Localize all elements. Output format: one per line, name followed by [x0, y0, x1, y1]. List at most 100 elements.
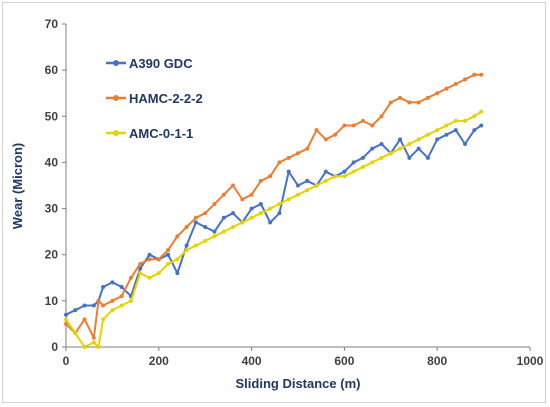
series-2-point-39 — [416, 137, 421, 142]
plot-area: 0 200 400 600 800 1000 0 10 20 30 40 50 60 70 A390 GDC… — [45, 17, 544, 368]
series-2-point-20 — [240, 220, 245, 225]
series-2-point-5 — [101, 317, 106, 322]
y-tick-label-7: 70 — [45, 17, 59, 31]
series-2-point-17 — [212, 234, 217, 239]
series-0-point-9 — [138, 266, 143, 271]
series-2-point-36 — [388, 151, 393, 156]
legend-label-0: A390 GDC — [129, 56, 193, 71]
series-1-point-44 — [463, 77, 468, 82]
series-1-point-3 — [91, 335, 96, 340]
series-1-point-15 — [193, 215, 198, 220]
series-1-point-0 — [64, 321, 68, 326]
series-0-point-26 — [296, 183, 300, 188]
series-0-point-45 — [472, 128, 477, 133]
series-2-point-35 — [379, 155, 384, 160]
series-2-point-27 — [305, 188, 310, 193]
series-0-point-13 — [175, 271, 180, 276]
series-2-point-32 — [351, 169, 356, 174]
series-1-point-8 — [128, 275, 133, 280]
x-tick-label-0: 0 — [63, 354, 70, 368]
series-1-point-17 — [212, 201, 217, 206]
series-0-point-25 — [286, 169, 291, 174]
series-0-point-33 — [360, 155, 365, 160]
series-1-point-34 — [370, 123, 375, 128]
series-0-point-29 — [323, 169, 328, 174]
series-line-0 — [65, 124, 482, 316]
series-0-point-17 — [212, 229, 217, 234]
series-2-point-26 — [296, 192, 300, 197]
series-2-point-3 — [91, 340, 96, 345]
series-1-point-38 — [407, 100, 412, 105]
series-0-point-2 — [82, 303, 87, 308]
series-2-point-33 — [360, 165, 365, 170]
series-2-point-22 — [258, 211, 263, 216]
series-1-point-14 — [184, 225, 189, 230]
series-1-point-40 — [425, 95, 430, 100]
series-2-point-16 — [203, 238, 208, 243]
series-1-point-46 — [479, 72, 484, 77]
series-0-point-15 — [193, 220, 198, 225]
x-tick-label-2: 400 — [242, 354, 262, 368]
series-0-point-37 — [398, 137, 403, 142]
series-2-point-9 — [138, 271, 143, 276]
y-tick-label-3: 30 — [45, 202, 59, 216]
series-2-point-42 — [444, 123, 449, 128]
series-2-point-12 — [166, 261, 171, 266]
x-tick-label-1: 200 — [149, 354, 169, 368]
series-2-point-19 — [231, 225, 236, 230]
series-2-point-1 — [73, 331, 78, 336]
series-2-point-34 — [370, 160, 375, 165]
series-2-point-18 — [221, 229, 226, 234]
series-1-point-9 — [138, 261, 143, 266]
series-2-point-0 — [64, 317, 68, 322]
legend-label-1: HAMC-2-2-2 — [129, 91, 203, 106]
series-1-point-19 — [231, 183, 236, 188]
x-axis-title: Sliding Distance (m) — [236, 376, 361, 391]
series-0-point-38 — [407, 155, 412, 160]
series-1-point-37 — [398, 95, 403, 100]
series-2-point-37 — [398, 146, 403, 151]
series-2-point-15 — [193, 243, 198, 248]
series-1-point-18 — [221, 192, 226, 197]
series-1-point-28 — [314, 128, 319, 133]
series-1-point-20 — [240, 197, 245, 202]
series-1-point-29 — [323, 137, 328, 142]
series-1-point-45 — [472, 72, 477, 77]
series-1-point-27 — [305, 146, 310, 151]
legend-label-2: AMC-0-1-1 — [129, 126, 193, 141]
y-tick-label-2: 20 — [45, 248, 59, 262]
series-0-point-0 — [64, 312, 68, 317]
series-1-point-10 — [147, 257, 152, 262]
series-2-point-11 — [156, 271, 161, 276]
series-1-point-7 — [119, 294, 124, 299]
series-1-point-2 — [82, 317, 87, 322]
series-0-point-39 — [416, 146, 421, 151]
series-0-point-34 — [370, 146, 375, 151]
series-1-point-42 — [444, 86, 449, 91]
series-1-point-35 — [379, 114, 384, 119]
series-0-point-1 — [73, 308, 78, 313]
series-2-point-7 — [119, 303, 124, 308]
series-0-point-41 — [435, 137, 440, 142]
series-1-point-32 — [351, 123, 356, 128]
series-0-point-31 — [342, 169, 347, 174]
legend-marker-1 — [113, 95, 119, 101]
series-1-point-31 — [342, 123, 347, 128]
series-0-point-46 — [479, 123, 484, 128]
y-tick-label-5: 50 — [45, 109, 59, 123]
series-2-point-14 — [184, 248, 189, 253]
series-0-point-14 — [184, 243, 189, 248]
series-1-point-24 — [277, 160, 282, 165]
series-1-point-30 — [333, 132, 338, 137]
series-0-point-12 — [166, 252, 171, 257]
series-1-point-12 — [166, 248, 171, 253]
series-0-point-35 — [379, 141, 384, 146]
series-1-point-6 — [110, 298, 115, 303]
series-0-point-10 — [147, 252, 152, 257]
series-0-point-18 — [221, 215, 226, 220]
series-1-point-25 — [286, 155, 291, 160]
series-0-point-44 — [463, 141, 468, 146]
series-2-point-43 — [453, 118, 458, 123]
series-0-point-5 — [101, 285, 106, 290]
